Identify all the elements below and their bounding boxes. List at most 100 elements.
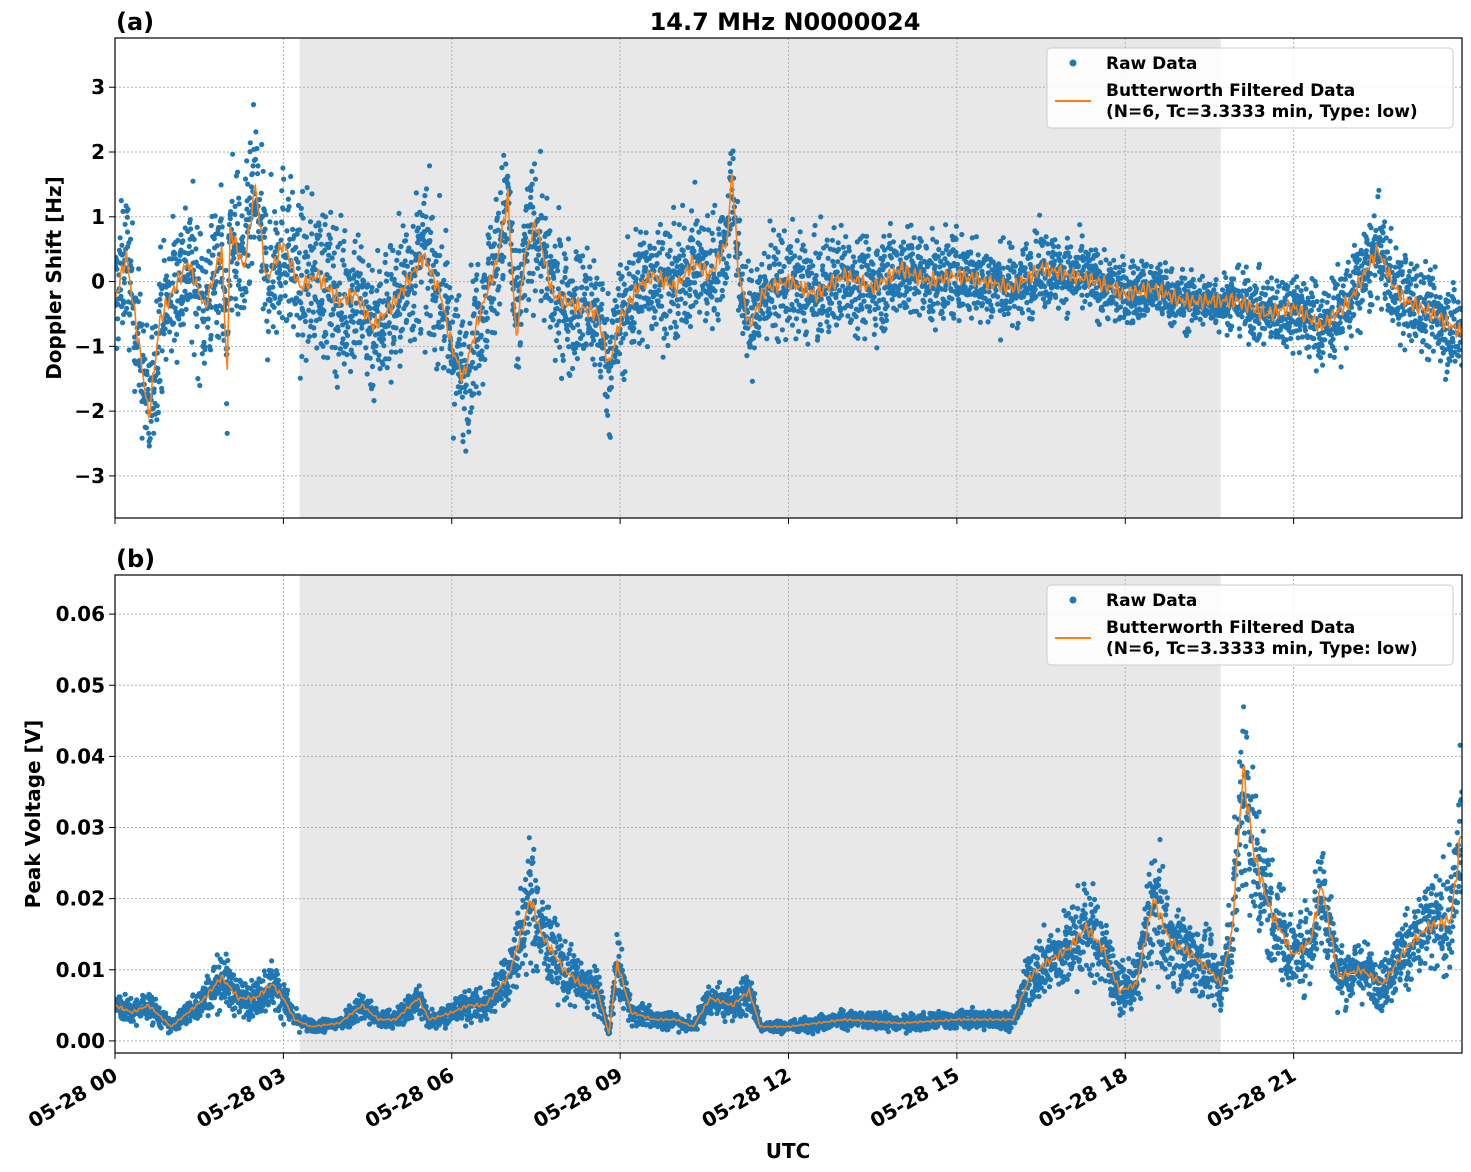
raw-data-point xyxy=(890,239,897,245)
raw-data-point xyxy=(121,300,127,306)
raw-data-point xyxy=(1320,362,1326,368)
raw-data-point xyxy=(397,311,403,317)
raw-data-point xyxy=(263,263,269,269)
raw-data-point xyxy=(199,290,205,296)
raw-data-point xyxy=(262,245,269,251)
raw-data-point xyxy=(491,241,498,247)
raw-data-point xyxy=(245,181,251,187)
raw-data-point xyxy=(312,332,318,338)
raw-data-point xyxy=(617,351,623,357)
raw-data-point xyxy=(547,324,553,330)
raw-data-point xyxy=(789,301,795,308)
raw-data-point xyxy=(494,215,500,221)
raw-data-point xyxy=(675,303,681,309)
raw-data-point xyxy=(1079,292,1085,298)
raw-data-point xyxy=(933,239,940,245)
raw-data-point xyxy=(147,436,153,442)
raw-data-point xyxy=(689,208,695,214)
raw-data-point xyxy=(215,309,221,316)
raw-data-point xyxy=(1382,295,1388,301)
raw-data-point xyxy=(859,264,865,270)
raw-data-point xyxy=(873,322,879,328)
raw-data-point xyxy=(648,262,654,269)
raw-data-point xyxy=(1299,334,1305,340)
raw-data-point xyxy=(342,314,348,320)
raw-data-point xyxy=(397,363,403,369)
raw-data-point xyxy=(866,304,873,310)
raw-data-point xyxy=(1148,263,1154,270)
raw-data-point xyxy=(829,237,836,243)
raw-data-point xyxy=(360,258,366,264)
raw-data-point xyxy=(939,310,945,316)
raw-data-point xyxy=(473,287,479,293)
raw-data-point xyxy=(1342,276,1348,282)
raw-data-point xyxy=(552,243,558,249)
raw-data-point xyxy=(503,161,509,167)
raw-data-point xyxy=(580,332,586,338)
raw-data-point xyxy=(903,284,909,290)
raw-data-point xyxy=(761,250,767,256)
raw-data-point xyxy=(1399,269,1405,275)
raw-data-point xyxy=(119,242,125,248)
raw-data-point xyxy=(572,350,578,356)
raw-data-point xyxy=(357,271,363,277)
raw-data-point xyxy=(1265,279,1271,285)
raw-data-point xyxy=(1356,257,1362,263)
raw-data-point xyxy=(683,319,690,325)
raw-data-point xyxy=(813,272,819,279)
raw-data-point xyxy=(473,384,479,390)
raw-data-point xyxy=(229,307,235,313)
raw-data-point xyxy=(1305,344,1312,350)
raw-data-point xyxy=(212,213,218,219)
raw-data-point xyxy=(1009,244,1015,250)
raw-data-point xyxy=(188,293,195,299)
raw-data-point xyxy=(859,306,865,312)
raw-data-point xyxy=(376,268,383,275)
raw-data-point xyxy=(224,401,230,407)
raw-data-point xyxy=(362,291,368,297)
raw-data-point xyxy=(367,355,373,361)
raw-data-point xyxy=(639,337,646,343)
raw-data-point xyxy=(136,382,142,388)
raw-data-point xyxy=(757,274,764,280)
raw-data-point xyxy=(256,229,262,235)
raw-data-point xyxy=(115,301,121,307)
raw-data-point xyxy=(854,270,860,276)
raw-data-point xyxy=(1028,254,1034,260)
raw-data-point xyxy=(1392,277,1398,283)
raw-data-point xyxy=(555,268,561,274)
raw-data-point xyxy=(437,252,443,259)
raw-data-point xyxy=(676,241,682,247)
raw-data-point xyxy=(730,148,736,154)
raw-data-point xyxy=(122,309,128,315)
raw-data-point xyxy=(1290,350,1296,356)
raw-data-point xyxy=(709,263,715,269)
raw-data-point xyxy=(182,205,188,211)
raw-data-point xyxy=(229,198,235,204)
raw-data-point xyxy=(792,253,798,259)
raw-data-point xyxy=(1406,332,1412,339)
raw-data-point xyxy=(1022,265,1028,271)
raw-data-point xyxy=(350,319,356,325)
raw-data-point xyxy=(307,219,314,225)
raw-data-point xyxy=(181,249,188,256)
raw-data-point xyxy=(996,262,1002,268)
raw-data-point xyxy=(654,291,660,297)
raw-data-point xyxy=(213,279,220,285)
raw-data-point xyxy=(817,251,823,257)
raw-data-point xyxy=(921,268,927,274)
raw-data-point xyxy=(351,354,357,360)
raw-data-point xyxy=(710,209,716,216)
raw-data-point xyxy=(455,313,461,319)
raw-data-point xyxy=(599,301,605,307)
raw-data-point xyxy=(802,248,808,254)
raw-data-point xyxy=(234,261,240,267)
raw-data-point xyxy=(829,300,835,306)
raw-data-point xyxy=(1311,336,1317,342)
raw-data-point xyxy=(898,244,904,250)
raw-data-point xyxy=(723,260,730,266)
raw-data-point xyxy=(1009,322,1016,329)
raw-data-point xyxy=(953,249,959,255)
raw-data-point xyxy=(783,337,789,343)
raw-data-point xyxy=(258,268,264,274)
